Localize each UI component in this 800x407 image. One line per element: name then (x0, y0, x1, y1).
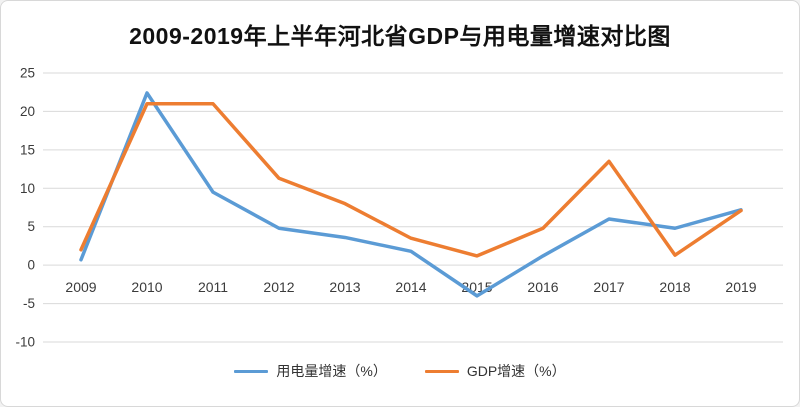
svg-text:2017: 2017 (593, 279, 624, 295)
svg-text:2018: 2018 (659, 279, 690, 295)
svg-text:2011: 2011 (198, 279, 228, 295)
svg-text:5: 5 (27, 219, 35, 234)
svg-text:25: 25 (20, 66, 35, 81)
svg-text:10: 10 (20, 181, 35, 196)
chart-card: 25 20 15 10 5 0 -5 -10 2009 2010 2011 2012 2013 2014 2… (0, 0, 800, 407)
chart-legend: 用电量增速（%） GDP增速（%） (1, 361, 799, 381)
svg-text:-5: -5 (23, 296, 35, 311)
gdp-line-swatch (425, 370, 459, 373)
svg-text:20: 20 (20, 104, 35, 119)
legend-label-electricity: 用电量增速（%） (276, 361, 386, 381)
svg-text:2009: 2009 (65, 279, 96, 295)
legend-item-electricity: 用电量增速（%） (234, 361, 386, 381)
svg-text:2014: 2014 (395, 279, 426, 295)
chart-title: 2009-2019年上半年河北省GDP与用电量增速对比图 (1, 17, 799, 51)
svg-text:2010: 2010 (131, 279, 162, 295)
legend-item-gdp: GDP增速（%） (425, 361, 566, 381)
svg-text:15: 15 (20, 142, 35, 157)
electricity-line-swatch (234, 370, 268, 373)
svg-text:2012: 2012 (263, 279, 294, 295)
svg-text:2016: 2016 (527, 279, 558, 295)
svg-text:2019: 2019 (725, 279, 756, 295)
svg-text:-10: -10 (15, 335, 35, 350)
svg-text:2013: 2013 (329, 279, 360, 295)
line-chart-plot: 25 20 15 10 5 0 -5 -10 2009 2010 2011 2012 2013 2014 2… (1, 1, 799, 406)
svg-text:0: 0 (27, 258, 35, 273)
legend-label-gdp: GDP增速（%） (467, 361, 566, 381)
